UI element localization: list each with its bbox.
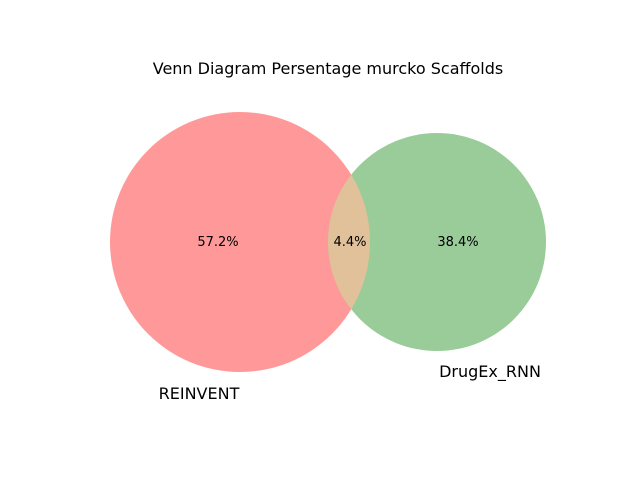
drugex-rnn-circle bbox=[328, 133, 546, 351]
overlap-percent: 4.4% bbox=[333, 235, 366, 250]
drugex-rnn-only-percent: 38.4% bbox=[437, 235, 478, 250]
diagram-title: Venn Diagram Persentage murcko Scaffolds bbox=[153, 59, 504, 78]
reinvent-only-percent: 57.2% bbox=[197, 235, 238, 250]
drugex-rnn-label: DrugEx_RNN bbox=[439, 362, 541, 382]
reinvent-label: REINVENT bbox=[159, 384, 240, 403]
reinvent-circle bbox=[110, 112, 370, 372]
